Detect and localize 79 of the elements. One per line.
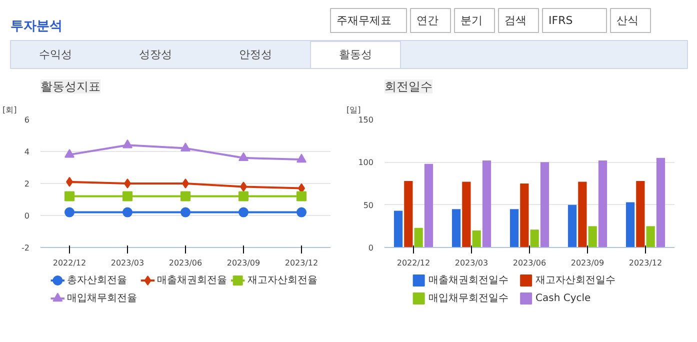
point: [180, 191, 190, 202]
point: [180, 207, 190, 218]
bar: [588, 226, 597, 248]
bar: [598, 160, 608, 248]
x-tick-label: 2022/12: [396, 258, 430, 268]
text: 성장성: [139, 48, 172, 61]
text: 안정성: [239, 48, 272, 61]
point: [238, 207, 248, 218]
point: [296, 207, 306, 218]
text: 주재무제표: [336, 14, 392, 27]
point: [182, 178, 189, 188]
point: [122, 191, 132, 202]
point: [64, 191, 74, 202]
bar: [404, 180, 413, 248]
y-axis-title: [회]: [2, 106, 17, 114]
chart-title: 활동성지표: [40, 80, 100, 94]
bar: [462, 182, 471, 248]
x-tick-label: 2023/06: [512, 258, 546, 268]
bar: [394, 210, 403, 248]
y-tick-label: 6: [24, 116, 30, 124]
text: 활동성: [339, 48, 372, 61]
bar: [520, 184, 529, 248]
text: 분기: [460, 14, 482, 27]
bar: [414, 228, 423, 248]
point: [122, 207, 132, 218]
y-tick-label: 150: [358, 116, 374, 124]
x-tick-label: 2023/03: [110, 258, 144, 268]
bar: [424, 164, 434, 248]
point: [124, 178, 131, 188]
x-tick-label: 2023/09: [570, 258, 604, 268]
text: 산식: [616, 14, 638, 27]
bar: [656, 158, 666, 248]
bar: [510, 209, 519, 248]
y-tick-label: 2: [24, 180, 30, 188]
legend-label: 매출채권회전율: [157, 275, 228, 286]
y-tick-label: 50: [363, 200, 374, 210]
legend-label: 매출채권회전일수: [428, 275, 508, 286]
x-tick-label: 2023/12: [628, 258, 662, 268]
bar: [530, 230, 539, 248]
point: [296, 154, 306, 163]
legend-label: 재고자산회전일수: [536, 275, 616, 286]
y-tick-label: 100: [358, 158, 374, 168]
point: [238, 191, 248, 202]
bar: [472, 230, 481, 248]
text: 연간: [416, 14, 438, 27]
y-tick-label: 4: [24, 148, 30, 156]
y-tick-label: -2: [22, 244, 30, 252]
point: [296, 191, 306, 202]
point: [180, 142, 190, 152]
point: [122, 139, 132, 148]
y-tick-label: 0: [368, 244, 374, 252]
point: [64, 207, 74, 218]
legend-label: 매입채무회전율: [67, 293, 138, 304]
legend-label: 총자산회전율: [67, 275, 128, 286]
legend-label: Cash Cycle: [536, 293, 591, 304]
text: 수익성: [39, 48, 72, 61]
bar: [636, 180, 645, 248]
x-tick-label: 2023/03: [454, 258, 488, 268]
chart-title: 회전일수: [384, 80, 432, 94]
x-tick-label: 2022/12: [52, 258, 86, 268]
legend-label: 매입채무회전일수: [428, 293, 508, 304]
text: 검색: [504, 14, 526, 27]
bar: [626, 202, 635, 248]
bar: [482, 160, 492, 248]
x-tick-label: 2023/12: [284, 258, 318, 268]
bar: [578, 182, 587, 248]
bar: [540, 162, 550, 248]
y-tick-label: 0: [24, 212, 30, 220]
legend-label: 재고자산회전율: [247, 275, 318, 286]
point: [64, 149, 74, 158]
bar: [452, 209, 461, 248]
x-tick-label: 2023/06: [168, 258, 202, 268]
y-axis-title: [일]: [346, 106, 361, 114]
x-tick-label: 2023/09: [226, 258, 260, 268]
bar: [646, 226, 655, 248]
text: 투자분석: [10, 19, 62, 34]
point: [238, 152, 248, 161]
text: IFRS: [548, 14, 573, 27]
bar: [568, 204, 577, 248]
